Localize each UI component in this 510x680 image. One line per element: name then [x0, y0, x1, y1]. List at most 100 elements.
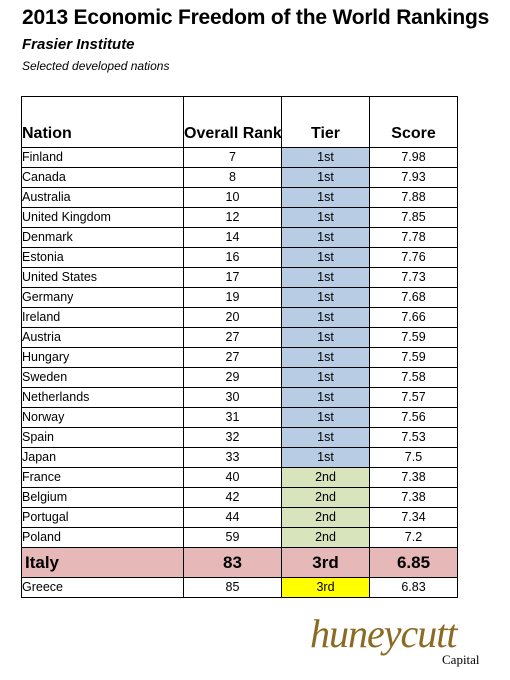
column-header-nation: Nation: [21, 96, 184, 148]
overall-ranking-cell: 40: [183, 467, 282, 488]
nation-cell: Denmark: [21, 227, 184, 248]
column-header-overall-ranking: Overall Ranking: [183, 96, 282, 148]
score-cell: 7.58: [369, 367, 458, 388]
overall-ranking-cell: 17: [183, 267, 282, 288]
table-row: Hungary 27 1st 7.59: [21, 347, 458, 368]
nation-cell: Australia: [21, 187, 184, 208]
table-row-highlighted: Italy 83 3rd 6.85: [21, 547, 458, 578]
huneycutt-capital-logo: huneycutt Capital: [310, 610, 495, 672]
table-body: Finland 7 1st 7.98 Canada 8 1st 7.93 Australia 10…: [21, 147, 458, 598]
score-cell: 7.57: [369, 387, 458, 408]
tier-cell: 1st: [281, 247, 370, 268]
nation-cell: Portugal: [21, 507, 184, 528]
overall-ranking-cell: 16: [183, 247, 282, 268]
tier-cell: 1st: [281, 207, 370, 228]
score-cell: 7.53: [369, 427, 458, 448]
score-cell: 7.98: [369, 147, 458, 168]
nation-cell: France: [21, 467, 184, 488]
nation-cell: United States: [21, 267, 184, 288]
nation-cell: Netherlands: [21, 387, 184, 408]
score-cell: 6.85: [369, 547, 458, 578]
tier-cell: 1st: [281, 147, 370, 168]
tier-cell: 1st: [281, 267, 370, 288]
tier-cell: 1st: [281, 427, 370, 448]
tier-cell: 2nd: [281, 527, 370, 548]
overall-ranking-cell: 7: [183, 147, 282, 168]
tier-cell: 2nd: [281, 487, 370, 508]
overall-ranking-cell: 30: [183, 387, 282, 408]
overall-ranking-cell: 10: [183, 187, 282, 208]
score-cell: 7.93: [369, 167, 458, 188]
tier-cell: 1st: [281, 387, 370, 408]
score-cell: 7.88: [369, 187, 458, 208]
table-row: Norway 31 1st 7.56: [21, 407, 458, 428]
overall-ranking-cell: 20: [183, 307, 282, 328]
tier-cell: 1st: [281, 367, 370, 388]
table-row: Germany 19 1st 7.68: [21, 287, 458, 308]
score-cell: 7.34: [369, 507, 458, 528]
overall-ranking-cell: 8: [183, 167, 282, 188]
nation-cell: Japan: [21, 447, 184, 468]
nation-cell: United Kingdom: [21, 207, 184, 228]
table-row: Canada 8 1st 7.93: [21, 167, 458, 188]
nation-cell: Norway: [21, 407, 184, 428]
nation-cell: Hungary: [21, 347, 184, 368]
table-row: Ireland 20 1st 7.66: [21, 307, 458, 328]
tier-cell: 3rd: [281, 577, 370, 598]
overall-ranking-cell: 31: [183, 407, 282, 428]
nation-cell: Belgium: [21, 487, 184, 508]
table-row: Poland 59 2nd 7.2: [21, 527, 458, 548]
score-cell: 7.38: [369, 467, 458, 488]
score-cell: 7.56: [369, 407, 458, 428]
table-row: Australia 10 1st 7.88: [21, 187, 458, 208]
tier-cell: 2nd: [281, 507, 370, 528]
overall-ranking-cell: 44: [183, 507, 282, 528]
nation-cell: Sweden: [21, 367, 184, 388]
overall-ranking-cell: 59: [183, 527, 282, 548]
score-cell: 6.83: [369, 577, 458, 598]
table-row: Portugal 44 2nd 7.34: [21, 507, 458, 528]
page-subtitle: Frasier Institute: [22, 36, 135, 53]
page-note: Selected developed nations: [22, 59, 170, 73]
score-cell: 7.38: [369, 487, 458, 508]
page-title: 2013 Economic Freedom of the World Ranki…: [22, 6, 490, 29]
header-row: Nation Overall Ranking Tier Score: [21, 96, 458, 148]
table-row: Austria 27 1st 7.59: [21, 327, 458, 348]
table-row: Sweden 29 1st 7.58: [21, 367, 458, 388]
nation-cell: Italy: [21, 547, 184, 578]
table-row: Belgium 42 2nd 7.38: [21, 487, 458, 508]
nation-cell: Ireland: [21, 307, 184, 328]
table-row: Greece 85 3rd 6.83: [21, 577, 458, 598]
table-header: Nation Overall Ranking Tier Score: [21, 96, 458, 148]
score-cell: 7.85: [369, 207, 458, 228]
overall-ranking-cell: 27: [183, 347, 282, 368]
table-row: Japan 33 1st 7.5: [21, 447, 458, 468]
tier-cell: 1st: [281, 187, 370, 208]
tier-cell: 1st: [281, 287, 370, 308]
score-cell: 7.66: [369, 307, 458, 328]
table-row: United States 17 1st 7.73: [21, 267, 458, 288]
overall-ranking-cell: 27: [183, 327, 282, 348]
tier-cell: 3rd: [281, 547, 370, 578]
tier-cell: 1st: [281, 227, 370, 248]
table-row: Denmark 14 1st 7.78: [21, 227, 458, 248]
nation-cell: Canada: [21, 167, 184, 188]
score-cell: 7.2: [369, 527, 458, 548]
tier-cell: 1st: [281, 347, 370, 368]
overall-ranking-cell: 83: [183, 547, 282, 578]
score-cell: 7.76: [369, 247, 458, 268]
score-cell: 7.59: [369, 347, 458, 368]
overall-ranking-cell: 14: [183, 227, 282, 248]
column-header-score: Score: [369, 96, 458, 148]
table-row: United Kingdom 12 1st 7.85: [21, 207, 458, 228]
overall-ranking-cell: 29: [183, 367, 282, 388]
score-cell: 7.5: [369, 447, 458, 468]
overall-ranking-cell: 85: [183, 577, 282, 598]
column-header-tier: Tier: [281, 96, 370, 148]
overall-ranking-cell: 42: [183, 487, 282, 508]
nation-cell: Austria: [21, 327, 184, 348]
logo-wordmark: huneycutt: [310, 611, 457, 656]
overall-ranking-cell: 12: [183, 207, 282, 228]
table-row: Netherlands 30 1st 7.57: [21, 387, 458, 408]
tier-cell: 1st: [281, 447, 370, 468]
